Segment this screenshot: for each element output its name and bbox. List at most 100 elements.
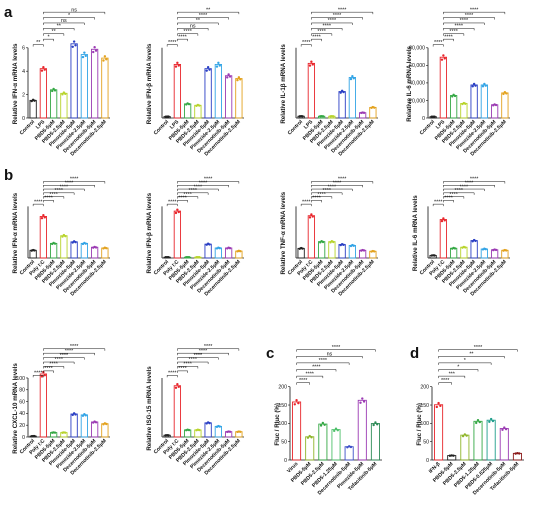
bar [204,68,212,119]
data-point [217,61,220,65]
data-point [435,405,438,409]
bar [480,84,489,119]
bar [370,423,380,461]
data-point [373,250,376,253]
significance-label: **** [455,188,464,194]
data-point [187,102,191,106]
data-point [342,243,345,247]
data-point [94,49,98,52]
data-point [440,219,444,223]
significance-bracket [311,28,343,31]
data-point [301,247,304,250]
y-tick-label: 200 [278,385,287,391]
data-point [105,58,108,61]
y-tick-label: 40,000 [409,81,425,87]
significance-bracket [438,349,518,352]
data-point [83,51,86,54]
data-point [433,254,436,257]
data-point [484,84,487,87]
significance-label: **** [302,199,311,205]
data-point [374,421,377,424]
significance-bracket [296,382,310,385]
significance-label: **** [444,34,453,40]
data-point [33,249,36,252]
data-point [372,423,375,427]
significance-label: **** [338,177,347,183]
data-point [174,65,178,68]
significance-label: ** [36,40,41,46]
data-point [465,434,468,437]
y-tick-label: 200 [420,385,429,391]
significance-label: **** [189,357,198,363]
data-point [505,92,508,95]
data-point [103,55,107,58]
significance-bracket [438,356,505,359]
data-point [464,102,467,105]
bar [39,68,48,119]
y-axis-label: Relative IFN-α mRNA levels [12,43,19,124]
significance-label: **** [332,345,341,351]
significance-bracket [43,370,54,373]
bar [70,43,78,119]
bar [317,241,326,259]
significance-label: **** [299,378,308,384]
bar [235,78,243,119]
bar [183,103,192,119]
significance-label: **** [460,184,469,190]
significance-label: **** [183,29,192,35]
data-point [215,65,219,68]
data-point [349,445,353,449]
significance-bracket [43,188,85,192]
data-point [505,249,508,252]
data-point [351,75,354,78]
significance-bracket [177,348,240,351]
bar [224,75,233,119]
significance-label: **** [34,199,43,205]
bar [460,434,470,461]
significance-bracket [432,203,444,207]
data-point [339,91,342,94]
bar [292,401,302,461]
data-point [489,417,493,421]
significance-bracket [438,382,452,385]
data-point [167,434,170,437]
significance-label: **** [204,344,213,350]
bar [328,241,336,259]
significance-bracket [177,357,219,360]
data-point [332,115,335,118]
significance-bracket [443,185,495,188]
bar [348,77,357,119]
significance-bracket [43,33,65,36]
chart-a3: Relative IL-1β mRNA levelsControlLPSPBD5… [280,7,378,157]
panel-label-b: b [4,167,13,184]
data-point [61,235,64,238]
data-point [450,454,453,457]
data-point [501,428,504,431]
data-point [239,78,242,81]
significance-bracket [311,192,343,195]
y-tick-label: 60,000 [409,63,425,69]
significance-label: * [47,34,50,40]
data-point [476,418,480,422]
data-point [177,210,180,214]
data-point [174,386,178,389]
data-point [43,216,46,219]
bar [80,54,89,119]
data-point [433,115,436,118]
bar [307,62,316,119]
data-point [362,400,366,403]
data-point [228,247,232,250]
bar [70,241,78,259]
y-axis-label: Fluc / Rluc (%) [416,403,423,446]
data-point [451,95,454,98]
data-point [176,382,179,386]
data-point [308,434,311,438]
data-point [321,240,325,244]
bar [490,249,499,259]
y-axis-label: Relative IFN-α mRNA levels [12,192,19,273]
y-tick-label: 20 [19,423,25,429]
significance-label: **** [434,40,443,46]
significance-bracket [432,44,444,47]
bar [60,235,68,259]
